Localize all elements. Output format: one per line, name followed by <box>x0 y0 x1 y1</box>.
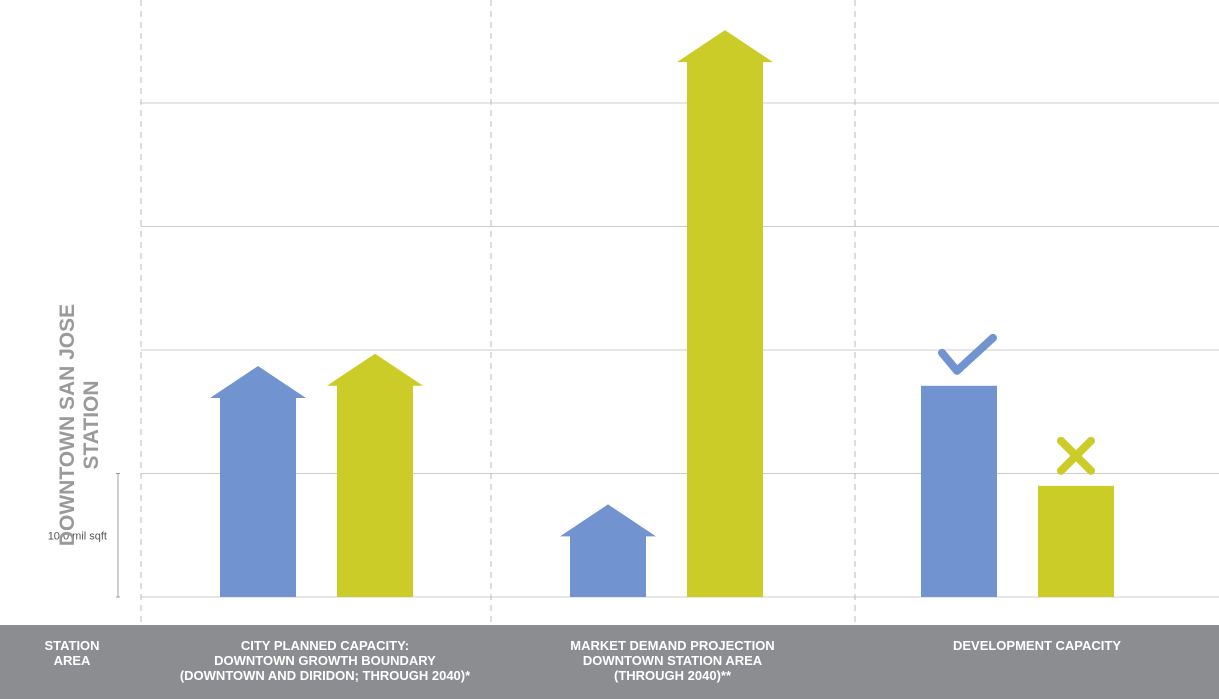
scale-label: 10.0 mil sqft <box>48 530 107 542</box>
bar-arrow-green <box>327 353 423 597</box>
chart-title-line: DOWNTOWN SAN JOSE <box>56 304 79 546</box>
bar-arrow-green <box>677 30 773 597</box>
footer-bar: STATION AREA CITY PLANNED CAPACITY: DOWN… <box>0 625 1219 699</box>
chart-title-line: STATION <box>80 380 103 469</box>
bar-green <box>1038 485 1114 597</box>
footer-label-market-demand-projection: MARKET DEMAND PROJECTION DOWNTOWN STATIO… <box>570 638 775 683</box>
footer-label-station-area: STATION AREA <box>44 638 100 668</box>
bar-arrow-blue <box>210 366 306 597</box>
bar-blue <box>921 385 997 597</box>
cross-icon-stroke <box>1057 436 1095 475</box>
footer-label-city-planned-capacity: CITY PLANNED CAPACITY: DOWNTOWN GROWTH B… <box>179 638 471 683</box>
chart-title: DOWNTOWN SAN JOSE STATION <box>56 304 103 546</box>
check-icon <box>938 333 997 375</box>
footer-label-development-capacity: DEVELOPMENT CAPACITY <box>952 638 1122 653</box>
bar-arrow-blue <box>560 504 656 597</box>
